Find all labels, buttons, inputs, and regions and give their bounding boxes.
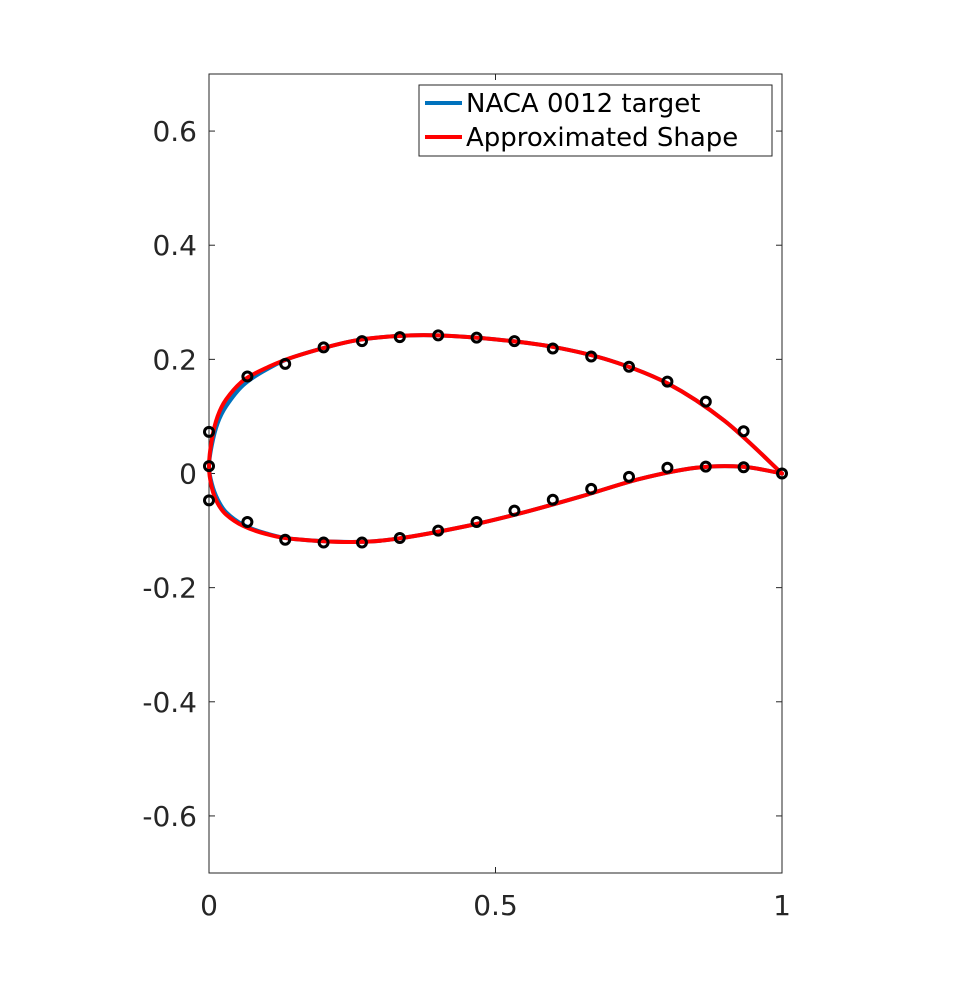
control-point bbox=[241, 516, 254, 529]
legend: NACA 0012 target Approximated Shape bbox=[418, 84, 773, 157]
control-point bbox=[699, 395, 712, 408]
control-point bbox=[585, 482, 598, 495]
control-point bbox=[776, 467, 788, 480]
control-point bbox=[241, 370, 254, 383]
axes: -0.6 -0.4 -0.2 0 0.2 0.4 0.6 0 0.5 1 bbox=[142, 73, 791, 922]
control-point bbox=[279, 533, 292, 546]
control-point bbox=[623, 360, 636, 373]
control-point bbox=[546, 342, 559, 355]
x-tick-label: 0.5 bbox=[473, 889, 518, 922]
control-point bbox=[355, 335, 368, 348]
control-point bbox=[317, 536, 330, 549]
control-point bbox=[393, 331, 406, 344]
control-point bbox=[661, 375, 674, 388]
series-layer bbox=[207, 333, 784, 544]
y-tick-label: -0.6 bbox=[142, 800, 197, 833]
control-point bbox=[317, 341, 330, 354]
control-point bbox=[432, 524, 445, 537]
control-point bbox=[546, 493, 559, 506]
control-point bbox=[585, 350, 598, 363]
y-tick-label: -0.2 bbox=[142, 572, 197, 605]
y-tick-label: 0 bbox=[179, 458, 197, 491]
control-point bbox=[737, 425, 750, 438]
control-point bbox=[203, 425, 215, 438]
y-tick-label: 0.4 bbox=[152, 229, 197, 262]
control-point bbox=[432, 329, 445, 342]
control-point bbox=[279, 357, 292, 370]
y-tick-label: -0.4 bbox=[142, 686, 197, 719]
control-point bbox=[203, 460, 215, 473]
control-point bbox=[623, 470, 636, 483]
legend-label: NACA 0012 target bbox=[466, 89, 700, 119]
marker-layer bbox=[203, 329, 788, 549]
x-tick-label: 0 bbox=[200, 889, 218, 922]
y-tick-label: 0.6 bbox=[152, 115, 197, 148]
x-tick-label: 1 bbox=[773, 889, 791, 922]
control-point bbox=[355, 536, 368, 549]
y-tick-label: 0.2 bbox=[152, 343, 197, 376]
control-point bbox=[699, 460, 712, 473]
control-point bbox=[470, 516, 483, 529]
control-point bbox=[737, 461, 750, 474]
series-line-approximated bbox=[207, 333, 784, 544]
control-point bbox=[661, 461, 674, 474]
control-point bbox=[508, 504, 521, 517]
legend-box bbox=[418, 84, 773, 157]
control-point bbox=[393, 531, 406, 544]
legend-label: Approximated Shape bbox=[466, 123, 738, 153]
control-point bbox=[203, 494, 215, 507]
control-point bbox=[470, 331, 483, 344]
control-point bbox=[508, 335, 521, 348]
